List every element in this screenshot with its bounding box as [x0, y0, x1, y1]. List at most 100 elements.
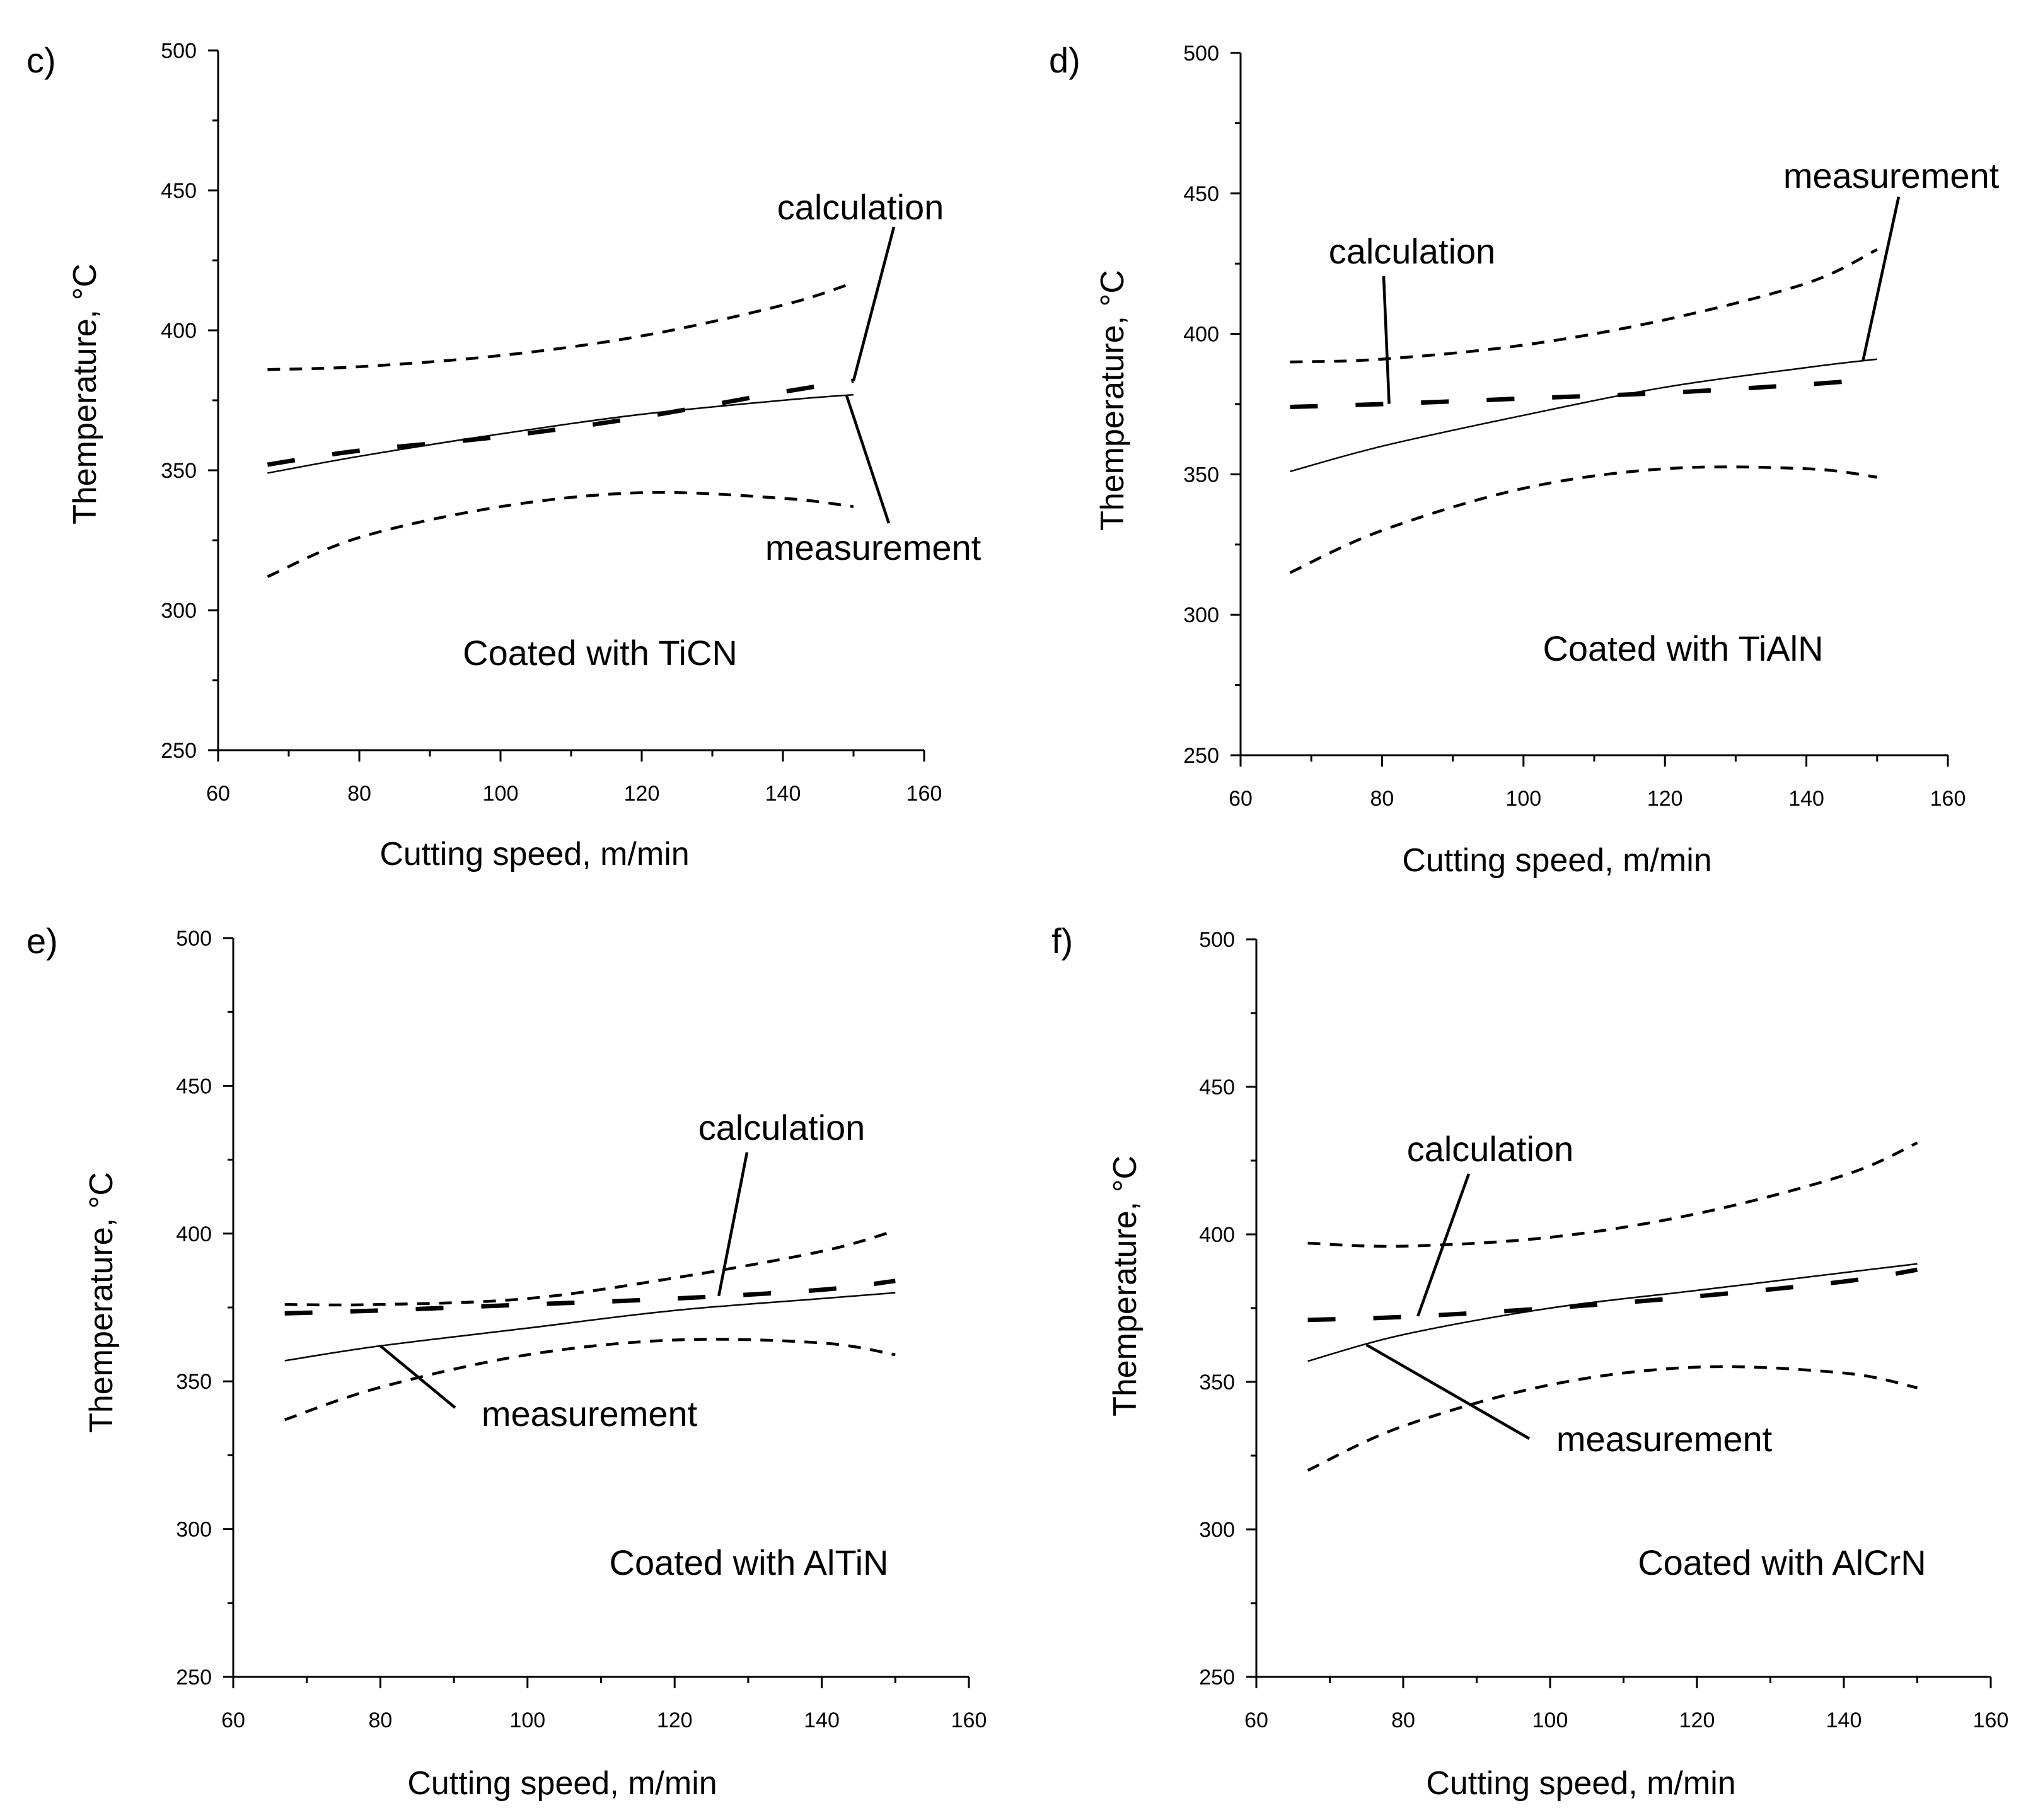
series-line-lower-limit: [1289, 465, 1878, 574]
x-tick-label: 120: [1679, 1708, 1715, 1732]
annotation-measurement: measurement: [1783, 156, 2000, 195]
annotation-leader-calculation: [1416, 1173, 1471, 1317]
annotation-leader-measurement: [379, 1345, 456, 1409]
y-tick-label: 450: [161, 179, 197, 203]
x-tick-label: 100: [1532, 1708, 1568, 1732]
series-line-upper-limit: [284, 1229, 896, 1307]
y-tick-label: 300: [161, 599, 197, 623]
series-line-lower-limit: [1307, 1365, 1918, 1472]
y-axis-title: Themperature, °C: [1107, 1156, 1143, 1417]
chart-panel-c: 250 300 350 400 450 500 60 80 100 120 140 160 Cuttin…: [26, 39, 981, 872]
y-tick-label: 250: [1199, 1666, 1235, 1690]
x-tick-label: 100: [1505, 787, 1541, 811]
x-tick-label: 160: [1973, 1708, 2009, 1732]
y-axis-title: Themperature, °C: [83, 1172, 120, 1433]
x-tick-label: 120: [1647, 787, 1683, 811]
y-tick-label: 400: [161, 319, 197, 343]
series-line-lower-limit: [267, 490, 854, 578]
y-tick-label: 450: [1199, 1075, 1235, 1099]
y-tick-label: 300: [1199, 1518, 1235, 1542]
y-tick-label: 500: [1199, 928, 1235, 952]
x-tick-label: 100: [483, 782, 519, 806]
y-tick-label: 400: [176, 1222, 212, 1246]
x-tick-label: 160: [1930, 787, 1966, 811]
x-tick-label: 80: [347, 782, 371, 806]
annotation-calculation: calculation: [1407, 1129, 1574, 1169]
series-line-calculation: [267, 378, 854, 467]
y-tick-label: 450: [176, 1074, 212, 1098]
series-line-upper-limit: [267, 281, 854, 371]
x-axis-title: Cutting speed, m/min: [379, 836, 689, 872]
series-line-upper-limit: [1290, 248, 1878, 364]
chart-title: Coated with AlTiN: [610, 1543, 889, 1582]
y-tick-label: 500: [1183, 42, 1219, 66]
x-tick-label: 80: [1391, 1708, 1415, 1732]
x-tick-label: 140: [804, 1708, 840, 1732]
series-line-lower-limit: [284, 1338, 896, 1422]
series-line-calculation: [1290, 376, 1878, 409]
x-tick-label: 140: [1788, 787, 1824, 811]
annotation-leader-measurement: [845, 395, 891, 524]
x-tick-label: 140: [1826, 1708, 1862, 1732]
annotation-calculation: calculation: [777, 187, 944, 227]
y-tick-label: 350: [176, 1370, 212, 1394]
series-line-calculation: [1307, 1267, 1918, 1323]
x-tick-label: 60: [1244, 1708, 1268, 1732]
annotation-leader-calculation: [1382, 275, 1391, 404]
panel-label: d): [1049, 40, 1080, 80]
chart-title: Coated with TiCN: [463, 633, 738, 673]
y-tick-label: 350: [161, 459, 197, 483]
y-tick-label: 500: [161, 39, 197, 63]
annotation-measurement: measurement: [482, 1394, 698, 1434]
chart-panel-f: 250 300 350 400 450 500 60 80 100 120 140 160 Cuttin…: [1051, 921, 2008, 1802]
annotation-measurement: measurement: [1556, 1419, 1773, 1459]
series-line-measurement: [284, 1292, 896, 1362]
y-tick-label: 350: [1199, 1371, 1235, 1394]
y-tick-label: 300: [1183, 603, 1219, 627]
annotation-calculation: calculation: [698, 1108, 866, 1147]
y-tick-label: 250: [161, 739, 197, 763]
series-line-measurement: [1290, 358, 1877, 473]
x-tick-label: 60: [1229, 787, 1253, 811]
y-tick-label: 250: [176, 1666, 212, 1690]
x-tick-label: 160: [951, 1708, 987, 1732]
x-tick-label: 60: [206, 782, 230, 806]
x-tick-label: 160: [906, 782, 942, 806]
x-tick-label: 80: [368, 1708, 392, 1732]
x-tick-label: 120: [657, 1708, 693, 1732]
annotation-leader-calculation: [717, 1152, 749, 1297]
y-axis-title: Themperature, °C: [67, 264, 103, 525]
y-axis-title: Themperature, °C: [1094, 270, 1131, 531]
x-tick-label: 60: [221, 1708, 245, 1732]
y-tick-label: 400: [1199, 1223, 1235, 1247]
x-axis-title: Cutting speed, m/min: [407, 1765, 717, 1802]
annotation-leader-measurement: [1861, 196, 1901, 361]
chart-title: Coated with AlCrN: [1638, 1543, 1926, 1582]
x-tick-label: 100: [509, 1708, 545, 1732]
panel-label: f): [1051, 921, 1073, 961]
annotation-leader-calculation: [852, 226, 896, 381]
annotation-leader-measurement: [1365, 1343, 1531, 1440]
chart-title: Coated with TiAlN: [1543, 629, 1823, 668]
x-tick-label: 80: [1370, 787, 1394, 811]
annotation-measurement: measurement: [765, 528, 981, 567]
y-tick-label: 500: [176, 927, 212, 951]
chart-panel-e: 250 300 350 400 450 500 60 80 100 120 140 160 Cuttin…: [26, 921, 987, 1802]
y-tick-label: 350: [1183, 463, 1219, 487]
chart-panel-d: 250 300 350 400 450 500 60 80 100 120 140 160 Cuttin…: [1049, 40, 2000, 879]
series-line-measurement: [1307, 1263, 1918, 1362]
annotation-calculation: calculation: [1329, 231, 1496, 271]
x-axis-title: Cutting speed, m/min: [1426, 1765, 1735, 1802]
x-tick-label: 140: [765, 782, 801, 806]
y-tick-label: 300: [176, 1518, 212, 1542]
series-line-measurement: [267, 393, 854, 474]
y-tick-label: 400: [1183, 323, 1219, 347]
panel-label: e): [26, 921, 58, 961]
x-tick-label: 120: [624, 782, 660, 806]
series-line-calculation: [284, 1278, 896, 1316]
x-axis-title: Cutting speed, m/min: [1402, 842, 1711, 879]
y-tick-label: 450: [1183, 182, 1219, 206]
panel-label: c): [26, 40, 56, 80]
series-line-upper-limit: [1307, 1141, 1918, 1248]
